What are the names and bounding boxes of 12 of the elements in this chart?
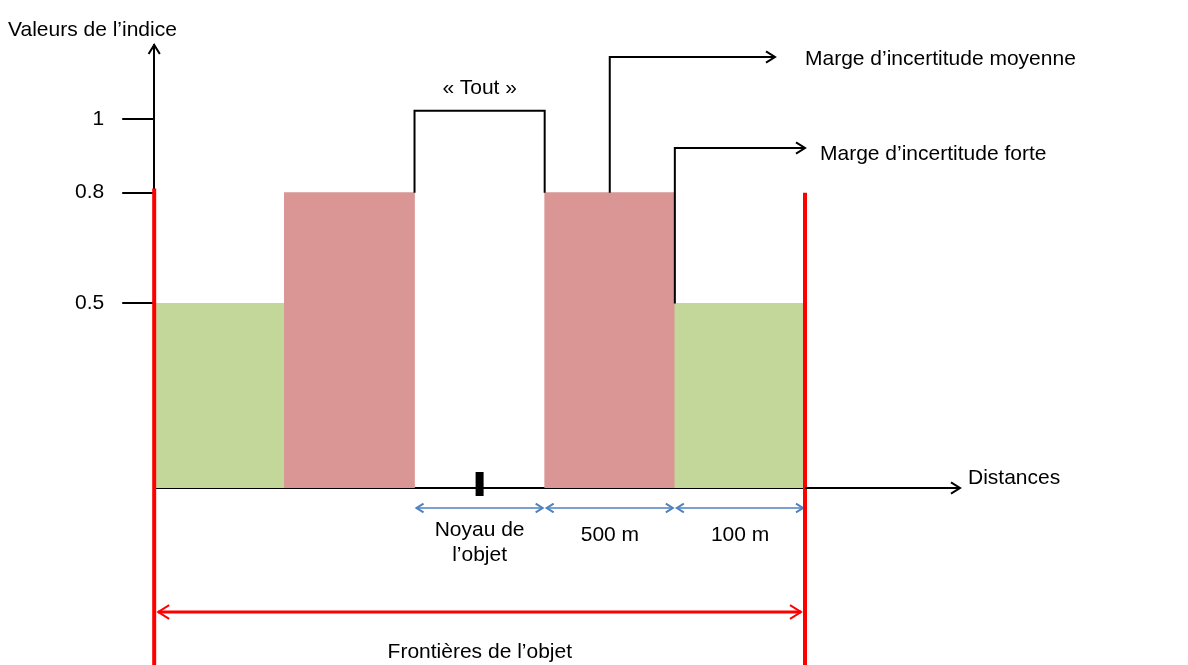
annotation: Marge d’incertitude moyenne	[805, 44, 1076, 70]
text: Noyau de l’objet	[433, 516, 526, 567]
text: Marge d’incertitude forte	[820, 139, 1047, 165]
text: Frontières de l’objet	[387, 637, 573, 663]
text: 500 m	[580, 520, 640, 546]
text: Distances	[968, 463, 1061, 489]
annotation: « Tout »	[442, 73, 517, 100]
y-axis-title: Valeurs de l’indice	[8, 15, 177, 41]
y-tick-label: 1	[92, 105, 105, 129]
y-tick-label: 0.5	[74, 290, 105, 314]
text: 100 m	[710, 520, 770, 546]
y-tick-label: 0.8	[74, 179, 105, 203]
